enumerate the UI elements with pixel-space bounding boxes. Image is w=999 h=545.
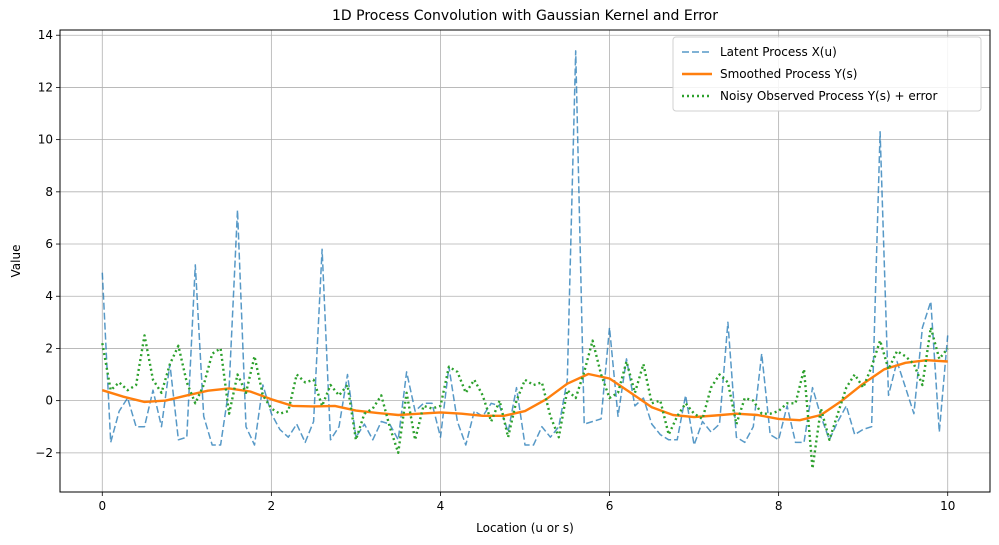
- x-axis-ticks: 0 2 4 6 8 10: [98, 492, 955, 513]
- y-tick-label: 4: [45, 289, 53, 303]
- x-axis-label: Location (u or s): [476, 521, 574, 535]
- y-tick-label: 8: [45, 185, 53, 199]
- x-tick-label: 10: [940, 499, 955, 513]
- legend: Latent Process X(u) Smoothed Process Y(s)…: [672, 36, 982, 112]
- series-line-1: [101, 50, 949, 446]
- axes-frame: [59, 29, 991, 493]
- x-tick-label: 8: [775, 499, 783, 513]
- x-tick-label: 2: [268, 499, 276, 513]
- x-tick-label: 6: [606, 499, 614, 513]
- x-tick-label: 4: [437, 499, 445, 513]
- y-tick-label: 10: [38, 133, 53, 147]
- y-tick-label: −2: [35, 446, 53, 460]
- y-axis-ticks: −2 0 2 4 6 8 10 12 14: [35, 28, 60, 460]
- x-tick-label: 0: [98, 499, 106, 513]
- y-tick-label: 0: [45, 394, 53, 408]
- y-axis-label: Value: [9, 245, 23, 278]
- legend-box: [672, 36, 982, 112]
- plot-area: [101, 50, 949, 470]
- y-tick-label: 12: [38, 80, 53, 94]
- y-tick-label: 6: [45, 237, 53, 251]
- y-tick-label: 2: [45, 341, 53, 355]
- legend-label-1: Latent Process X(u): [720, 45, 837, 59]
- series-line-2: [101, 359, 948, 422]
- legend-label-2: Smoothed Process Y(s): [720, 67, 857, 81]
- chart-title: 1D Process Convolution with Gaussian Ker…: [332, 8, 718, 24]
- y-tick-label: 14: [38, 28, 53, 42]
- legend-label-3: Noisy Observed Process Y(s) + error: [720, 89, 937, 103]
- grid-lines: [60, 30, 990, 492]
